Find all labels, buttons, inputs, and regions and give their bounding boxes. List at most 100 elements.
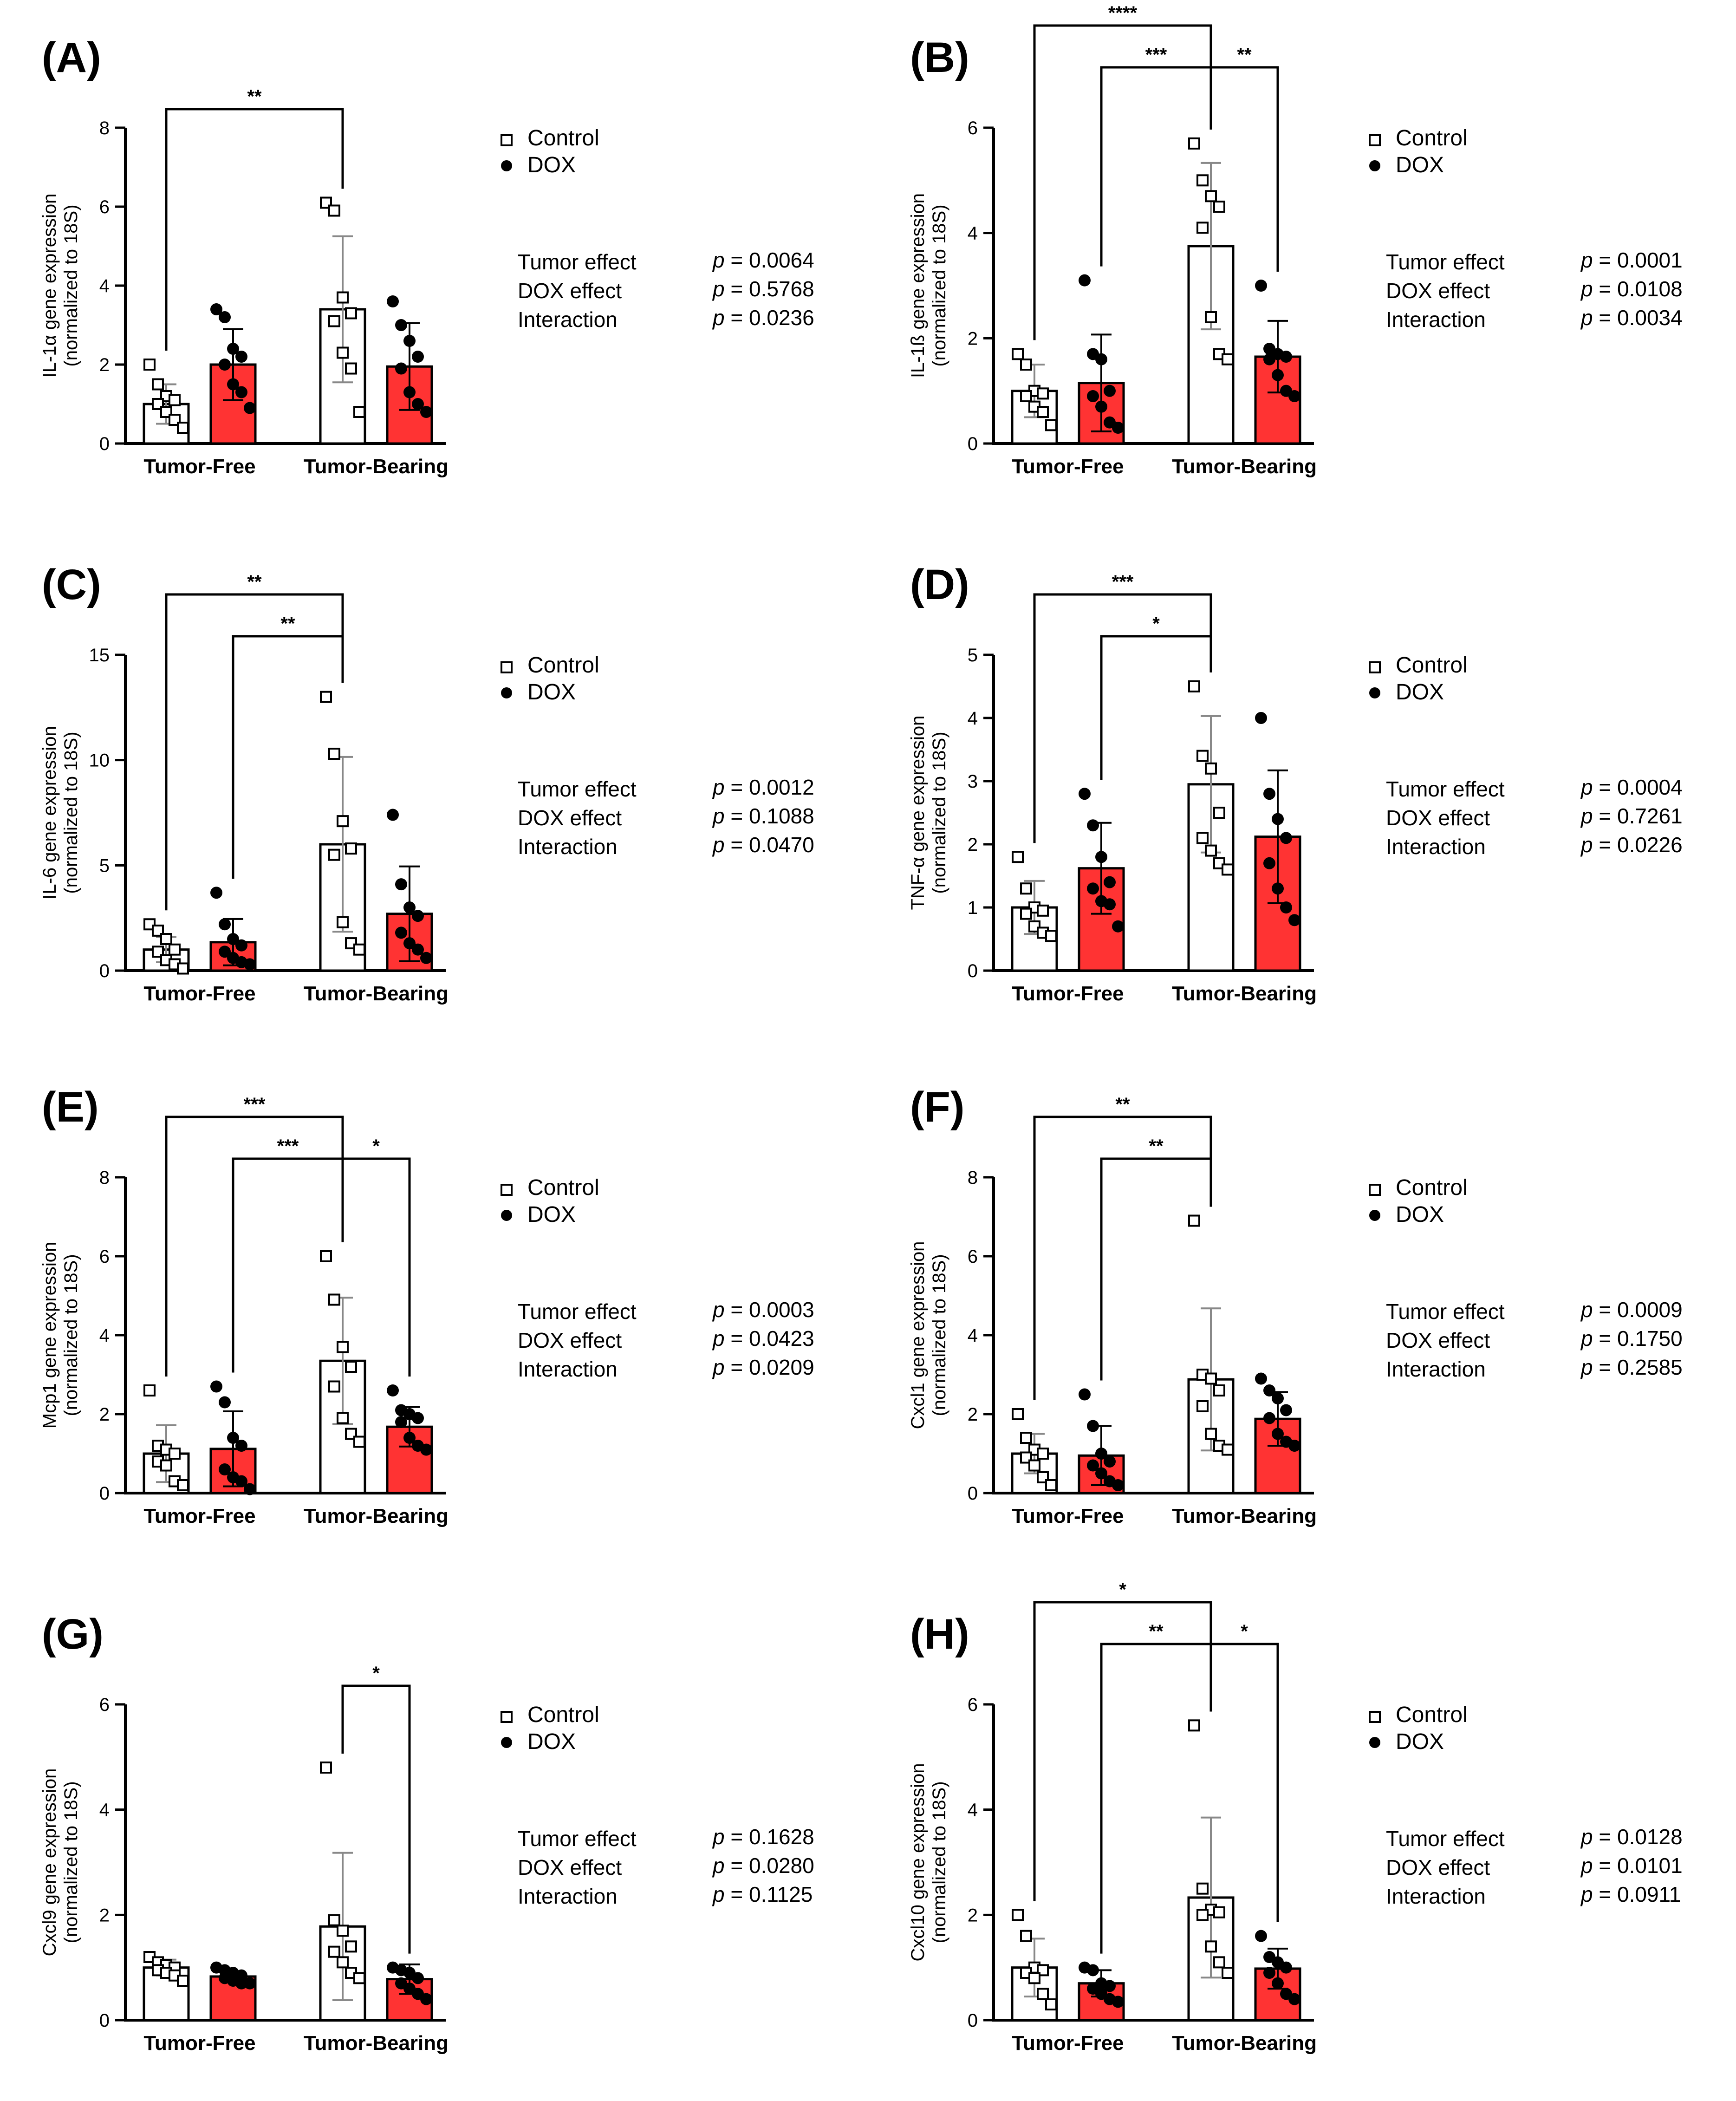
y-axis-label: Cxcl1 gene expression (normalized to 18S) (908, 1241, 949, 1429)
data-point-control (1196, 1882, 1209, 1895)
p-value: = 0.1125 (725, 1882, 813, 1906)
data-point-dox (1087, 1420, 1099, 1432)
data-point-dox (1255, 1372, 1267, 1385)
data-point-dox (412, 398, 424, 410)
data-point-dox (235, 351, 247, 363)
p-value: = 0.0004 (1593, 775, 1683, 799)
data-point-dox (1112, 1996, 1124, 2008)
legend-dox-label: DOX (527, 153, 576, 177)
data-point-control (1012, 1909, 1024, 1921)
data-point-dox (403, 937, 416, 950)
data-point-dox (412, 351, 424, 363)
y-axis-label: Mcp1 gene expression (normalized to 18S) (39, 1242, 81, 1429)
significance-bracket (341, 1684, 411, 1954)
stat-pvalue: p = 0.0423 (712, 1326, 814, 1351)
data-point-dox (1280, 1961, 1292, 1974)
p-symbol: p (712, 1326, 725, 1351)
data-point-control (1188, 680, 1200, 692)
stat-label: Interaction (518, 307, 618, 332)
data-point-dox (1272, 882, 1284, 895)
data-point-dox (395, 362, 407, 375)
y-axis-subtitle: (normalized to 18S) (929, 204, 949, 366)
p-symbol: p (1580, 1326, 1593, 1351)
data-point-control (1196, 1909, 1209, 1921)
p-symbol: p (1580, 1355, 1593, 1379)
significance-label: **** (1108, 3, 1138, 23)
stat-label: Tumor effect (1386, 1299, 1505, 1324)
legend-dox-marker (1369, 687, 1380, 698)
data-point-control (1205, 1940, 1217, 1953)
panel-h: (H) 0 2 4 6 Cxcl10 gene expression (normalized… (908, 1579, 1683, 2055)
legend-control-label: Control (527, 126, 599, 150)
stat-pvalue: p = 0.5768 (712, 277, 814, 301)
significance-label: * (372, 1663, 380, 1683)
data-point-dox (1079, 274, 1091, 287)
legend-dox-label: DOX (527, 1202, 576, 1227)
significance-bracket (1033, 1601, 1212, 1901)
legend-control-marker (501, 661, 513, 673)
data-point-dox (403, 901, 416, 913)
data-point-dox (1263, 1384, 1275, 1396)
stat-pvalue: p = 0.0209 (712, 1355, 814, 1379)
data-point-control (1205, 311, 1217, 323)
data-point-control (1037, 1988, 1049, 2000)
significance-bracket (165, 1116, 344, 1377)
data-point-control (1222, 1443, 1234, 1456)
stat-label: Tumor effect (1386, 250, 1505, 274)
y-tick-label: 8 (99, 1168, 110, 1188)
data-point-dox (1095, 353, 1107, 365)
y-tick-label: 2 (99, 1905, 110, 1925)
p-value: = 0.0423 (725, 1326, 814, 1351)
data-point-control (1196, 222, 1209, 234)
x-category-label: Tumor-Free (143, 982, 255, 1005)
y-tick-label: 1 (968, 898, 978, 918)
data-point-control (337, 291, 349, 304)
x-category-label: Tumor-Free (143, 455, 255, 478)
significance-label: ** (247, 86, 262, 107)
stat-label: DOX effect (518, 279, 622, 303)
stat-pvalue: p = 0.0108 (1580, 277, 1683, 301)
p-value: = 0.0009 (1593, 1298, 1683, 1322)
data-point-dox (235, 1440, 247, 1452)
y-tick-label: 6 (968, 118, 978, 138)
data-point-dox (1280, 901, 1292, 913)
x-category-label: Tumor-Bearing (304, 1505, 449, 1527)
significance-bracket (165, 593, 344, 911)
stat-pvalue: p = 0.0911 (1580, 1882, 1681, 1906)
y-tick-label: 4 (968, 708, 978, 729)
data-point-dox (1087, 1459, 1099, 1472)
p-value: = 0.1088 (725, 804, 814, 828)
data-point-dox (210, 1380, 222, 1393)
legend-dox-marker (1369, 1210, 1380, 1221)
data-point-control (1037, 1448, 1049, 1460)
data-point-dox (395, 319, 407, 331)
data-point-control (1028, 1459, 1040, 1472)
legend-control-label: Control (527, 1175, 599, 1200)
p-symbol: p (712, 277, 725, 301)
data-point-control (1205, 844, 1217, 857)
legend-control-label: Control (1396, 1175, 1468, 1200)
legend-control-marker (501, 134, 513, 146)
p-symbol: p (1580, 1825, 1593, 1849)
stat-label: Tumor effect (518, 1827, 637, 1851)
data-point-dox (1087, 882, 1099, 895)
legend-dox-marker (501, 1210, 512, 1221)
data-point-control (1020, 882, 1032, 895)
x-category-label: Tumor-Bearing (1172, 982, 1317, 1005)
data-point-control (1037, 387, 1049, 400)
data-point-control (345, 307, 357, 320)
significance-label: ** (1149, 1621, 1164, 1642)
data-point-dox (1104, 898, 1116, 911)
data-point-control (1045, 930, 1057, 942)
significance-label: *** (1112, 572, 1134, 592)
stat-pvalue: p = 0.0280 (712, 1853, 814, 1878)
y-tick-label: 5 (968, 645, 978, 666)
y-axis-title: Cxcl9 gene expression (39, 1768, 60, 1957)
data-point-control (1012, 851, 1024, 863)
stat-label: DOX effect (1386, 279, 1490, 303)
data-point-dox (1112, 920, 1124, 933)
data-point-control (1205, 762, 1217, 775)
stat-label: Interaction (1386, 1884, 1486, 1908)
data-point-control (1188, 1719, 1200, 1732)
data-point-dox (1087, 819, 1099, 832)
